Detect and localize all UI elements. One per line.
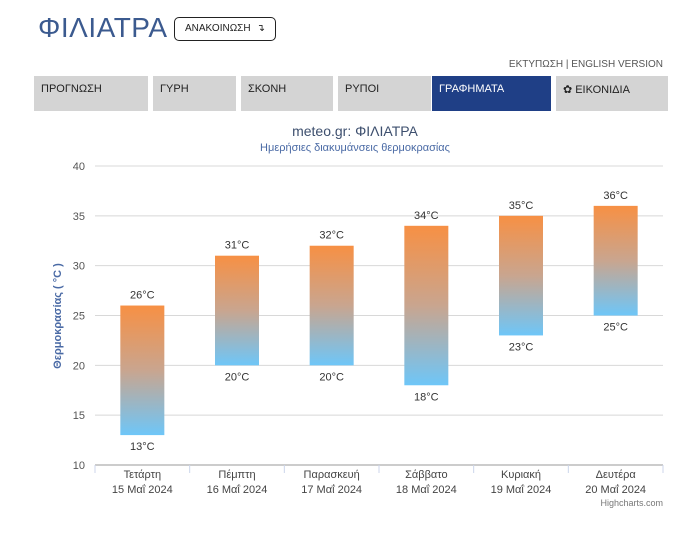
tab-label: ΣΚΟΝΗ [248,83,287,95]
english-version-link[interactable]: ENGLISH VERSION [571,59,663,70]
y-tick-label: 20 [73,360,85,372]
min-temp-label: 20°C [225,371,250,383]
x-tick-date-label: 20 Μαΐ 2024 [585,484,646,496]
x-tick-day-label: Παρασκευή [304,469,360,481]
tab-label: ΕΙΚΟΝΙΔΙΑ [575,84,630,96]
tab-pollutants[interactable]: ΡΥΠΟΙ [338,76,431,111]
announce-button[interactable]: ΑΝΑΚΟΙΝΩΣΗ ↴ [174,17,276,41]
tab-forecast[interactable]: ΠΡΟΓΝΩΣΗ [34,76,148,111]
max-temp-label: 32°C [319,230,344,242]
gear-icon: ✿ [563,84,573,96]
page-title: ΦΙΛΙΑΤΡΑ [38,12,168,43]
temperature-range-bar [593,205,638,316]
chart-subtitle: Ημερήσιες διακυμάνσεις θερμοκρασίας [260,142,450,154]
chart-credit[interactable]: Highcharts.com [600,498,663,508]
y-tick-label: 10 [73,460,85,472]
tab-pollen[interactable]: ΓΥΡΗ [153,76,236,111]
x-tick-date-label: 18 Μαΐ 2024 [396,484,457,496]
grid-lines [95,165,663,466]
chart-title: meteo.gr: ΦΙΛΙΑΤΡΑ [292,123,418,139]
announce-label: ΑΝΑΚΟΙΝΩΣΗ [185,23,251,34]
y-tick-label: 25 [73,311,85,323]
x-tick-day-label: Κυριακή [501,469,541,481]
y-tick-label: 40 [73,161,85,173]
arrow-down-icon: ↴ [256,23,265,34]
bar-series: 26°C 13°C 31°C 20°C 32°C 20°C 34°C 18°C 35°C 23°C… [120,190,638,453]
max-temp-label: 26°C [130,290,155,302]
tab-label: ΓΥΡΗ [160,83,189,95]
x-tick-date-label: 17 Μαΐ 2024 [301,484,362,496]
tab-label: ΠΡΟΓΝΩΣΗ [41,83,102,95]
max-temp-label: 35°C [509,200,534,212]
tab-label: ΡΥΠΟΙ [345,83,380,95]
link-separator: | [565,59,569,70]
max-temp-label: 31°C [225,240,250,252]
y-axis-ticks: 10 15 20 25 30 35 40 [73,161,85,472]
x-tick-day-label: Σάββατο [405,469,447,481]
x-tick-day-label: Πέμπτη [218,469,255,481]
min-temp-label: 20°C [319,371,344,383]
y-tick-label: 30 [73,261,85,273]
x-tick-day-label: Δευτέρα [596,469,637,481]
y-tick-label: 35 [73,211,85,223]
min-temp-label: 23°C [509,341,534,353]
min-temp-label: 18°C [414,391,439,403]
temperature-range-bar [120,305,165,436]
x-tick-date-label: 19 Μαΐ 2024 [491,484,552,496]
x-tick-date-label: 15 Μαΐ 2024 [112,484,173,496]
y-axis-title: Θερμοκρασίας ( °C ) [52,263,64,369]
x-tick-date-label: 16 Μαΐ 2024 [207,484,268,496]
temperature-range-bar [215,255,259,366]
tab-charts[interactable]: ΓΡΑΦΗΜΑΤΑ [432,76,551,111]
max-temp-label: 34°C [414,210,439,222]
tab-label: ΓΡΑΦΗΜΑΤΑ [439,83,505,95]
temperature-range-bar [404,225,449,386]
x-tick-day-label: Τετάρτη [124,469,162,481]
x-axis-ticks: Τετάρτη 15 Μαΐ 2024 Πέμπτη 16 Μαΐ 2024 Παρασ… [94,465,664,496]
temperature-range-bar [499,215,543,336]
print-link[interactable]: ΕΚΤΥΠΩΣΗ [508,59,564,70]
tab-dust[interactable]: ΣΚΟΝΗ [241,76,333,111]
nav-tabs: ΠΡΟΓΝΩΣΗ ΓΥΡΗ ΣΚΟΝΗ ΡΥΠΟΙ ΓΡΑΦΗΜΑΤΑ ✿ ΕΙΚ… [34,76,668,111]
top-links: ΕΚΤΥΠΩΣΗ | ENGLISH VERSION [509,59,663,70]
max-temp-label: 36°C [603,190,628,202]
tab-icons[interactable]: ✿ ΕΙΚΟΝΙΔΙΑ [556,76,668,111]
y-tick-label: 15 [73,410,85,422]
temperature-range-bar [309,245,354,366]
min-temp-label: 13°C [130,441,155,453]
min-temp-label: 25°C [603,322,628,334]
